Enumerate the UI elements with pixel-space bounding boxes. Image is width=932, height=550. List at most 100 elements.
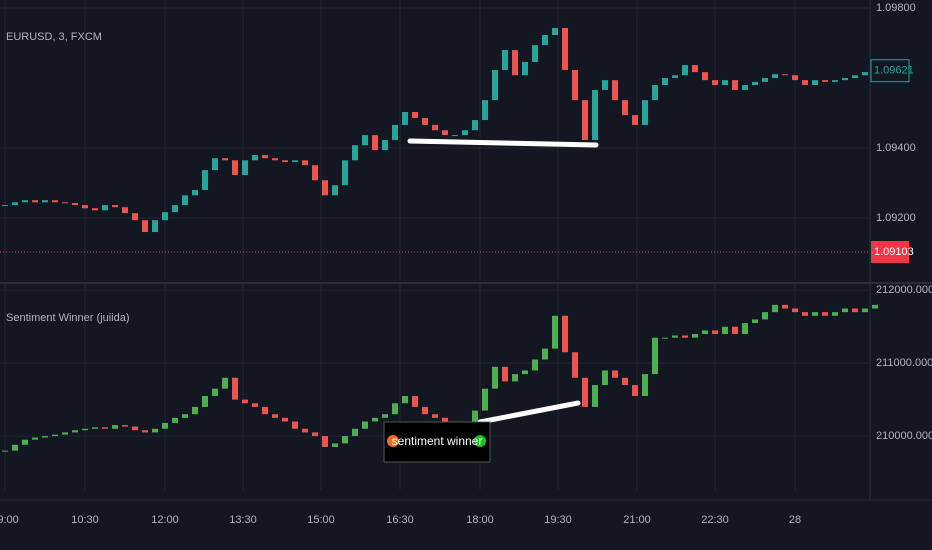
candle: [692, 65, 698, 73]
candle: [652, 85, 658, 101]
annotation: sentiment winner: [383, 421, 491, 463]
candle: [192, 406, 198, 415]
candle: [622, 377, 628, 386]
price-line-label-box: [871, 241, 909, 263]
candle: [552, 28, 558, 35]
candle: [12, 202, 18, 206]
candle: [612, 370, 618, 378]
candle: [502, 50, 508, 70]
candle: [662, 337, 668, 339]
candle: [392, 403, 398, 415]
candle: [742, 85, 748, 90]
candle: [222, 158, 228, 161]
candle: [642, 374, 648, 396]
candle: [82, 205, 88, 209]
candle: [332, 185, 338, 196]
candle: [62, 432, 68, 435]
x-tick-label: 19:30: [544, 514, 572, 526]
candle: [662, 78, 668, 86]
candle: [872, 304, 878, 309]
candle: [122, 425, 128, 427]
candle: [812, 80, 818, 86]
candle: [232, 160, 238, 175]
candle: [542, 348, 548, 360]
candle: [162, 212, 168, 221]
candle: [652, 337, 658, 375]
candle: [362, 421, 368, 429]
candle: [682, 65, 688, 76]
candle: [822, 312, 828, 316]
candle: [842, 78, 848, 81]
candle: [672, 75, 678, 79]
candle: [692, 334, 698, 338]
candle: [792, 75, 798, 81]
axes: 1.09800 1.09400 1.09200 1.09103 1.09621 21200…: [0, 2, 932, 526]
candle: [322, 436, 328, 447]
x-tick-label: 13:30: [229, 514, 257, 526]
candle: [452, 135, 458, 137]
candle: [122, 207, 128, 214]
candle: [292, 421, 298, 429]
candle: [262, 406, 268, 415]
candle: [732, 80, 738, 90]
y-tick-label: 1.09400: [876, 142, 916, 154]
candle: [862, 308, 868, 313]
candle: [432, 124, 438, 131]
candle: [292, 160, 298, 163]
candle: [592, 385, 598, 407]
candle: [672, 335, 678, 338]
candle: [802, 80, 808, 86]
y-tick-label: 1.09200: [876, 212, 916, 224]
candle: [472, 120, 478, 131]
candle: [532, 45, 538, 62]
candle: [752, 319, 758, 324]
candle: [162, 422, 168, 429]
candle: [92, 208, 98, 211]
candle: [2, 450, 8, 452]
candle: [202, 170, 208, 191]
candle: [682, 335, 688, 338]
price-line-label: 1.09103: [874, 246, 914, 258]
candle: [762, 312, 768, 320]
candle: [112, 425, 118, 429]
candle: [542, 35, 548, 46]
candle: [802, 312, 808, 316]
candle: [492, 366, 498, 389]
candle: [252, 403, 258, 407]
x-tick-label: 10:30: [71, 514, 99, 526]
candle: [102, 205, 108, 211]
candle: [262, 155, 268, 159]
candle: [72, 203, 78, 206]
candle: [712, 330, 718, 335]
candle: [242, 399, 248, 404]
x-tick-label: 16:30: [386, 514, 414, 526]
candle: [2, 205, 8, 207]
candle: [812, 312, 818, 316]
candle: [832, 312, 838, 316]
candle: [422, 406, 428, 415]
candle: [342, 160, 348, 186]
candle: [212, 158, 218, 171]
candle: [462, 130, 468, 136]
candle: [52, 200, 58, 203]
candle: [562, 315, 568, 353]
candle: [412, 395, 418, 407]
candle: [602, 80, 608, 90]
candle: [612, 80, 618, 101]
candle: [52, 434, 58, 437]
candle: [572, 70, 578, 101]
candle: [602, 370, 608, 386]
candle: [512, 50, 518, 76]
candle: [152, 220, 158, 233]
candle: [272, 158, 278, 161]
x-tick-label: 18:00: [466, 514, 494, 526]
candle: [202, 395, 208, 407]
indicator-title: Sentiment Winner (juiida): [6, 312, 130, 324]
last-price-box: [870, 59, 910, 83]
y-tick-label: 1.09800: [876, 2, 916, 14]
x-tick-label: 28: [789, 514, 801, 526]
candle: [752, 81, 758, 86]
candle: [832, 80, 838, 82]
candle: [222, 377, 228, 389]
